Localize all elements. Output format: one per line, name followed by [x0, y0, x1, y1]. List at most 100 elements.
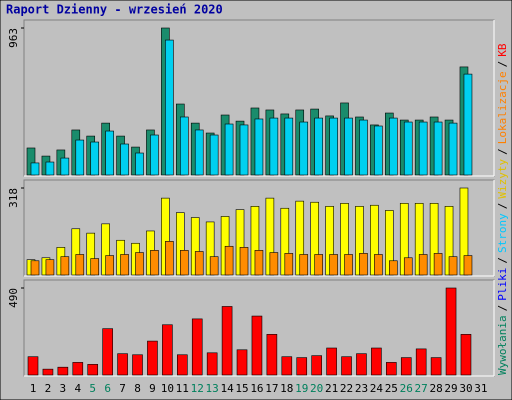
bar	[344, 254, 353, 276]
bar	[87, 364, 99, 376]
bar	[30, 260, 40, 276]
x-tick-label: 13	[206, 382, 219, 395]
bar	[284, 253, 294, 276]
bar	[403, 257, 413, 276]
bar	[165, 241, 174, 276]
x-tick-label: 10	[161, 382, 174, 395]
bar	[191, 318, 203, 376]
x-tick-label: 20	[310, 382, 323, 395]
x-tick-label: 5	[89, 382, 96, 395]
bar	[269, 117, 279, 176]
bar	[389, 260, 398, 276]
bar	[359, 253, 368, 276]
x-tick-label: 8	[134, 382, 141, 395]
bar	[194, 129, 204, 176]
bar	[60, 157, 70, 176]
bar	[105, 130, 114, 176]
x-tick-label: 22	[340, 382, 353, 395]
x-tick-label: 25	[385, 382, 398, 395]
bar	[75, 254, 85, 276]
legend-separator: /	[496, 148, 509, 155]
legend-item: Wywołania	[496, 315, 509, 375]
bar	[359, 119, 368, 176]
bar	[356, 353, 367, 376]
bar	[329, 254, 338, 276]
bar	[105, 255, 114, 276]
chart-title: Raport Dzienny - wrzesień 2020	[6, 3, 223, 17]
bar	[120, 254, 129, 276]
bar	[311, 355, 322, 376]
bar	[389, 117, 398, 176]
bar	[135, 152, 144, 176]
bar	[433, 121, 443, 176]
bar	[284, 117, 294, 176]
x-tick-label: 2	[45, 382, 52, 395]
bar	[45, 161, 55, 176]
x-tick-label: 23	[355, 382, 368, 395]
bar	[269, 252, 279, 276]
bar	[344, 117, 353, 176]
bar	[374, 125, 383, 176]
x-tick-label: 31	[474, 382, 487, 395]
bar	[165, 39, 174, 176]
x-tick-label: 27	[415, 382, 428, 395]
bar	[224, 123, 234, 176]
bar	[445, 287, 457, 376]
x-tick-label: 21	[325, 382, 338, 395]
x-tick-label: 11	[176, 382, 189, 395]
legend-separator: /	[496, 203, 509, 210]
bar	[57, 366, 69, 376]
bar	[460, 334, 472, 376]
bar	[266, 334, 278, 376]
bar	[236, 349, 248, 376]
bar	[254, 250, 264, 276]
bar	[430, 357, 442, 376]
bar	[90, 141, 100, 176]
bar	[418, 121, 428, 176]
bar	[400, 357, 412, 376]
bar	[206, 352, 218, 376]
bar	[299, 121, 309, 176]
x-tick-label: 9	[149, 382, 156, 395]
x-tick-label: 3	[60, 382, 67, 395]
bar	[72, 362, 84, 376]
x-tick-label: 26	[400, 382, 413, 395]
bar	[254, 118, 264, 176]
bar	[415, 348, 427, 376]
bar	[150, 134, 159, 176]
x-tick-label: 6	[104, 382, 111, 395]
bar	[433, 253, 443, 276]
bar	[194, 251, 204, 276]
x-tick-label: 16	[250, 382, 263, 395]
bar	[180, 116, 189, 176]
bar	[150, 250, 159, 276]
bar	[314, 254, 323, 276]
bar	[239, 124, 249, 176]
legend-separator: /	[496, 305, 509, 312]
x-tick-label: 1	[30, 382, 37, 395]
x-tick-label: 14	[220, 382, 234, 395]
bar	[180, 250, 189, 276]
bar	[448, 122, 458, 176]
bar	[326, 347, 337, 376]
x-tick-label: 15	[235, 382, 248, 395]
legend-item: Pliki	[496, 268, 509, 301]
bar	[448, 256, 458, 276]
bar	[403, 121, 413, 176]
bar	[239, 247, 249, 276]
x-tick-label: 17	[265, 382, 278, 395]
x-tick-label: 24	[370, 382, 384, 395]
bar	[147, 340, 158, 376]
bar	[418, 254, 428, 276]
bar	[27, 356, 39, 376]
x-tick-label: 28	[429, 382, 442, 395]
x-tick-label: 4	[74, 382, 81, 395]
bar	[299, 254, 309, 276]
x-tick-label: 18	[280, 382, 293, 395]
x-tick-label: 29	[444, 382, 457, 395]
bar	[463, 73, 473, 176]
bar	[386, 362, 397, 376]
bar	[45, 259, 55, 276]
x-tick-label: 30	[459, 382, 472, 395]
